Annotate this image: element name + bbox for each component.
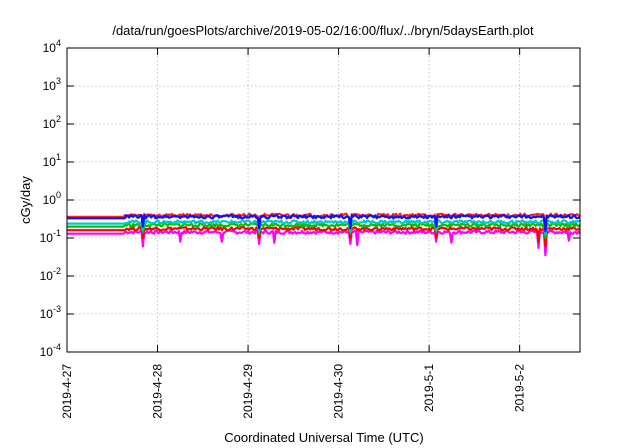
y-tick-label: 101 bbox=[43, 152, 61, 169]
grid bbox=[67, 48, 580, 352]
x-ticks: 2019-4-27 2019-4-28 2019-4-29 2019-4-30 2019… bbox=[60, 48, 527, 419]
y-tick-label: 10-1 bbox=[40, 228, 61, 245]
x-tick-label: 2019-5-1 bbox=[422, 364, 436, 412]
y-tick-label: 10-4 bbox=[40, 342, 61, 359]
chart-title: /data/run/goesPlots/archive/2019-05-02/1… bbox=[112, 23, 534, 38]
series-line bbox=[67, 214, 581, 233]
y-tick-label: 102 bbox=[43, 114, 61, 131]
y-tick-label: 100 bbox=[43, 190, 61, 207]
y-tick-label: 103 bbox=[43, 76, 61, 93]
y-ticks: 10-4 10-3 10-2 10-1 100 101 102 103 104 bbox=[40, 38, 580, 359]
series-group bbox=[67, 212, 581, 257]
y-tick-label: 10-3 bbox=[40, 304, 61, 321]
x-tick-label: 2019-4-28 bbox=[151, 364, 165, 419]
y-tick-label: 104 bbox=[43, 38, 61, 55]
y-tick-label: 10-2 bbox=[40, 266, 61, 283]
x-axis-label: Coordinated Universal Time (UTC) bbox=[224, 430, 423, 445]
x-tick-label: 2019-4-27 bbox=[60, 364, 74, 419]
x-tick-label: 2019-4-30 bbox=[332, 364, 346, 419]
x-tick-label: 2019-5-2 bbox=[513, 364, 527, 412]
x-tick-label: 2019-4-29 bbox=[241, 364, 255, 419]
y-axis-label: cGy/day bbox=[18, 176, 33, 224]
